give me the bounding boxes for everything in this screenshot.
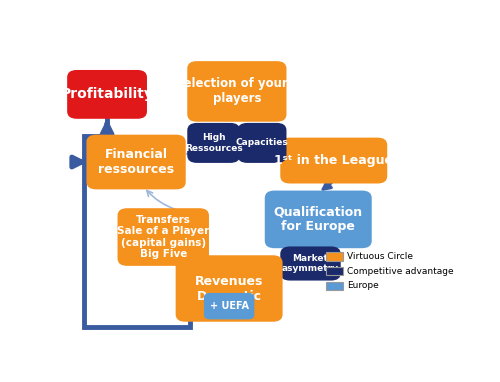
Text: Selection of young
players: Selection of young players (175, 78, 298, 105)
Text: Revenues
Domestic: Revenues Domestic (195, 275, 264, 303)
FancyBboxPatch shape (280, 138, 387, 183)
FancyBboxPatch shape (326, 253, 344, 261)
FancyBboxPatch shape (176, 255, 282, 322)
FancyBboxPatch shape (265, 191, 372, 248)
Text: Virtuous Circle: Virtuous Circle (348, 252, 414, 261)
Text: Transfers
Sale of a Player
(capital gains)
Big Five: Transfers Sale of a Player (capital gain… (117, 215, 210, 259)
Text: High
Ressources: High Ressources (185, 133, 242, 152)
FancyBboxPatch shape (326, 267, 344, 275)
FancyBboxPatch shape (204, 293, 254, 319)
Text: Capacities: Capacities (236, 138, 288, 147)
Text: Competitive advantage: Competitive advantage (348, 267, 454, 276)
FancyBboxPatch shape (188, 61, 286, 122)
Text: Qualification
for Europe: Qualification for Europe (274, 206, 363, 233)
FancyBboxPatch shape (67, 70, 147, 119)
Text: Market
asymmetry: Market asymmetry (282, 254, 339, 273)
FancyBboxPatch shape (86, 135, 186, 189)
FancyBboxPatch shape (280, 246, 340, 280)
FancyBboxPatch shape (238, 123, 286, 163)
Text: Profitability: Profitability (60, 87, 154, 101)
FancyBboxPatch shape (326, 282, 344, 290)
Text: + UEFA: + UEFA (210, 301, 248, 311)
FancyBboxPatch shape (118, 208, 209, 266)
Text: 1ˢᵗ in the League: 1ˢᵗ in the League (274, 154, 393, 167)
Text: Europe: Europe (348, 282, 379, 290)
FancyBboxPatch shape (188, 123, 240, 163)
Text: Financial
ressources: Financial ressources (98, 148, 174, 176)
